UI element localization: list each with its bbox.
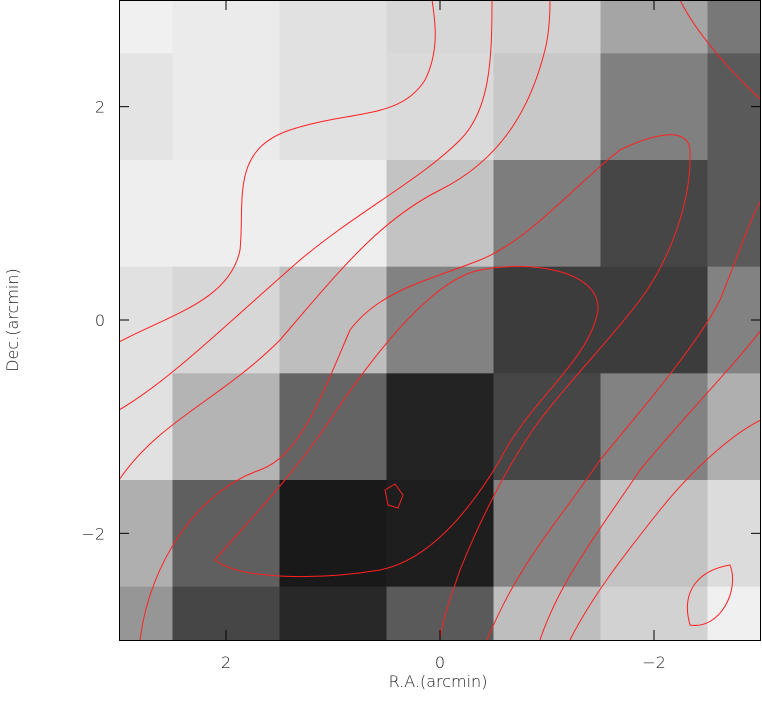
heatmap-cell (387, 53, 495, 160)
heatmap-cell (601, 480, 709, 587)
heatmap-cell (280, 373, 388, 480)
heatmap-cell (494, 0, 602, 54)
heatmap-cell (601, 373, 709, 480)
heatmap-cell (708, 160, 762, 267)
y-axis-label: Dec.(arcmin) (3, 268, 22, 372)
heatmap-cell (173, 480, 281, 587)
heatmap-cell (173, 373, 281, 480)
heatmap-cell (173, 160, 281, 267)
heatmap-cell (387, 373, 495, 480)
x-axis-label: R.A.(arcmin) (389, 672, 488, 691)
heatmap (66, 0, 762, 694)
heatmap-cell (494, 373, 602, 480)
y-tick-label: 2 (95, 98, 105, 117)
heatmap-cell (601, 160, 709, 267)
heatmap-cell (494, 160, 602, 267)
y-tick-label: 0 (95, 311, 105, 330)
x-tick-label: 2 (221, 653, 231, 672)
heatmap-cell (708, 0, 762, 54)
heatmap-cell (280, 160, 388, 267)
heatmap-cell (708, 373, 762, 480)
heatmap-cell (601, 53, 709, 160)
y-tick-label: −2 (81, 524, 105, 543)
x-tick-label: 0 (435, 653, 445, 672)
heatmap-cell (173, 267, 281, 374)
x-tick-label: −2 (642, 653, 666, 672)
heatmap-cell (280, 0, 388, 54)
heatmap-cell (387, 267, 495, 374)
heatmap-cell (601, 267, 709, 374)
heatmap-cell (494, 53, 602, 160)
heatmap-cell (280, 53, 388, 160)
heatmap-cell (280, 267, 388, 374)
